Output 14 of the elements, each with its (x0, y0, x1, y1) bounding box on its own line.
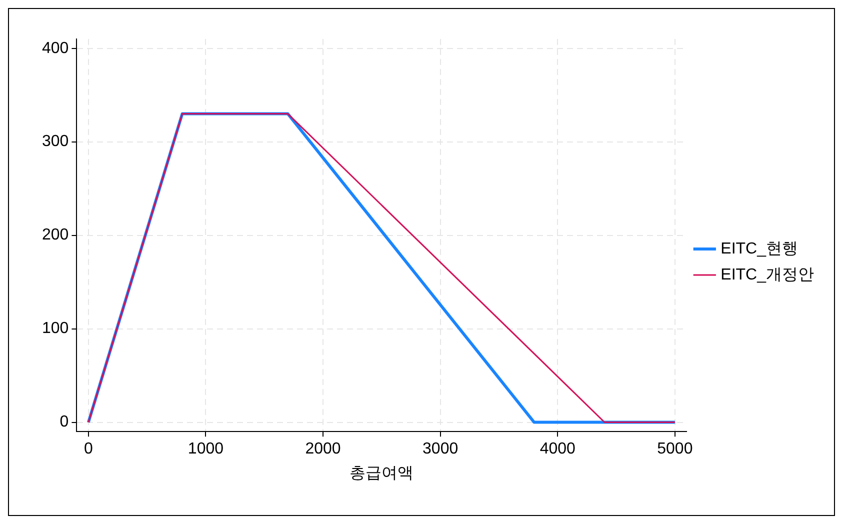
x-tick-label: 3000 (422, 440, 458, 458)
y-tick-label: 100 (42, 320, 69, 338)
x-tick-label: 1000 (188, 440, 224, 458)
y-tick-label: 0 (60, 414, 69, 431)
legend-label: EITC_개정안 (720, 266, 814, 284)
x-axis-title: 총급여액 (350, 464, 414, 482)
y-tick-label: 400 (42, 40, 69, 57)
x-tick-label: 2000 (305, 440, 341, 458)
x-tick-label: 0 (84, 440, 93, 458)
y-tick-label: 300 (42, 133, 69, 150)
y-tick-label: 200 (42, 226, 69, 244)
legend-label: EITC_현행 (720, 240, 798, 258)
x-tick-label: 5000 (657, 440, 693, 458)
x-tick-label: 4000 (540, 440, 576, 458)
